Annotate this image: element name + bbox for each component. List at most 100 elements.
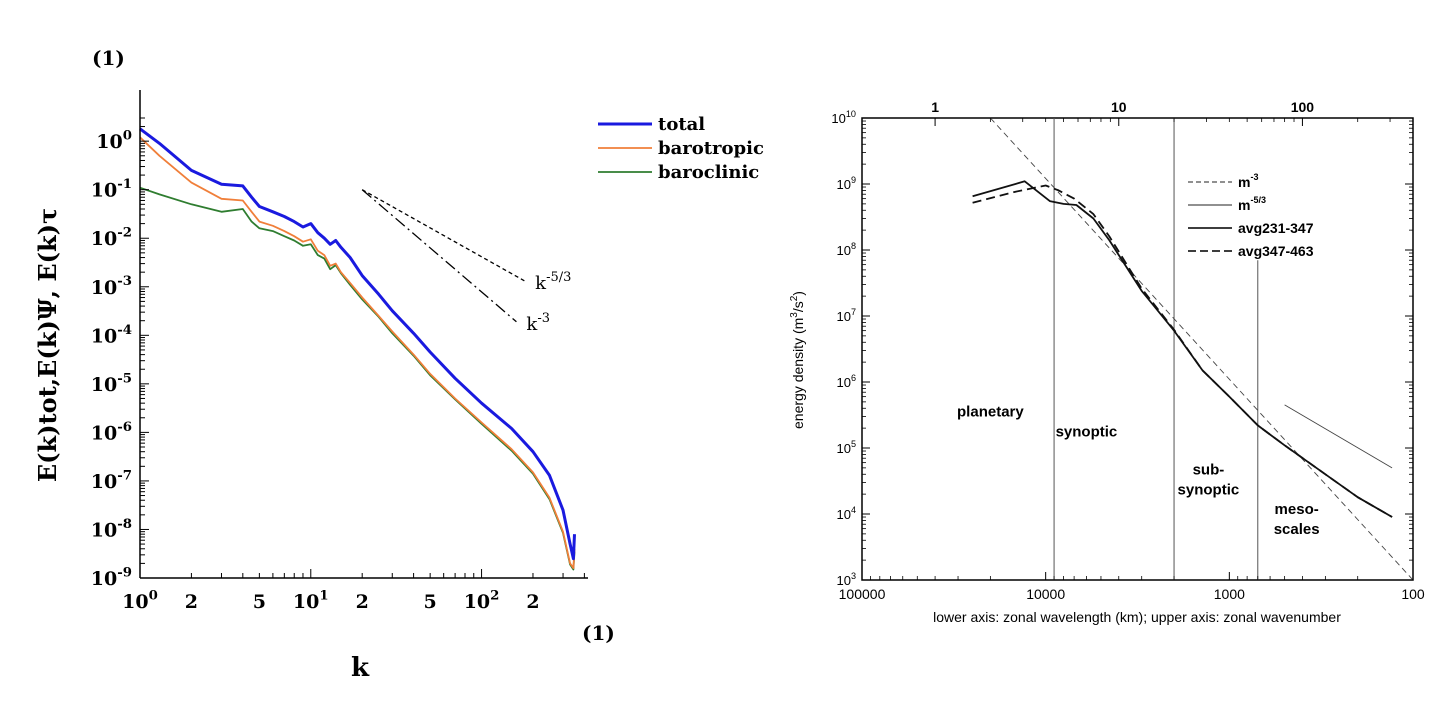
right-region-label-3: meso- [1275,501,1319,518]
left-y-tick-label-3: 10-3 [91,274,132,299]
left-y-tick-label-8-base: 10 [91,519,117,541]
right-y-tick-label-5-base: 10 [836,243,850,258]
left-y-tick-label-6: 10-6 [91,420,132,445]
left-y-tick-label-2-exp: -2 [117,226,132,241]
left-x-tick-label-0: 100 [122,588,158,613]
right-region-label-2: sub- [1193,461,1225,478]
right-y-tick-label-0-exp: 3 [851,571,856,581]
left-panel-label: (1) [92,46,125,70]
left-y-tick-label-5-exp: -5 [117,371,132,386]
right-y-tick-label-2-exp: 5 [851,439,856,449]
right-y-tick-label-0-base: 10 [836,573,850,588]
right-series-avg347-463 [972,184,1393,518]
right-legend-label-exp: -5/3 [1250,195,1266,205]
right-y-tick-label-3-exp: 6 [851,373,856,383]
left-ref-label-0: k-5/3 [535,270,571,294]
right-legend-label-2: avg231-347 [1238,220,1314,236]
right-legend-label-base: avg347-463 [1238,243,1314,259]
left-y-tick-label-2: 10-2 [91,226,132,251]
left-y-tick-label-6-base: 10 [91,422,117,444]
left-y-tick-label-6-exp: -6 [117,420,132,435]
right-region-label-1: synoptic [1056,423,1118,440]
right-y-tick-label-6-base: 10 [836,177,850,192]
left-y-tick-label-3-exp: -3 [117,274,132,289]
right-legend-label-base: avg231-347 [1238,220,1314,236]
left-ref-line-1 [361,189,517,323]
left-y-tick-label-2-base: 10 [91,228,117,250]
left-series-barotropic [139,136,576,569]
right-legend-label-base: m [1238,197,1250,213]
right-y-tick-label-2: 105 [836,439,856,456]
left-y-tick-label-7: 10-7 [91,468,132,493]
left-x-tick-label-6-base: 10 [464,591,490,613]
left-y-tick-label-0: 100 [96,129,132,154]
right-y-tick-label-6: 109 [836,175,856,192]
left-x-tick-label-3-base: 10 [293,591,319,613]
left-x-tick-label-1-base: 2 [185,591,198,613]
left-x-tick-label-4-base: 2 [356,591,369,613]
left-chart: (1) (1) k E(k)tot,E(k)Ψ, E(k)τ k-5/3k-3 … [33,46,764,683]
right-region-label-2: synoptic [1178,481,1240,498]
left-y-tick-label-4: 10-4 [91,323,132,348]
right-y-tick-label-4-exp: 7 [851,307,856,317]
right-y-tick-label-1: 104 [836,505,856,522]
right-y-tick-label-7: 1010 [831,109,856,126]
left-x-tick-label-3: 101 [293,588,329,613]
left-y-tick-label-5-base: 10 [91,374,117,396]
right-legend-label-exp: -3 [1250,172,1258,182]
right-y-tick-label-7-base: 10 [831,111,845,126]
left-y-tick-label-1-exp: -1 [117,177,132,192]
right-y-tick-label-1-exp: 4 [851,505,856,515]
left-x-tick-label-5: 5 [424,591,437,613]
left-y-tick-label-8-exp: -8 [117,517,132,532]
left-y-tick-label-5: 10-5 [91,371,132,396]
right-x-tick-label-3: 100 [1401,586,1425,602]
right-y-tick-label-0: 103 [836,571,856,588]
left-y-tick-label-1: 10-1 [91,177,132,202]
left-x-tick-label-7: 2 [526,591,539,613]
left-series-total [139,127,576,561]
right-y-tick-label-6-exp: 9 [851,175,856,185]
left-x-tick-label-5-base: 5 [424,591,437,613]
right-ref-line-1 [1284,404,1393,469]
left-y-tick-label-7-base: 10 [91,471,117,493]
right-x-tick-label-0: 100000 [839,586,886,602]
left-y-tick-label-8: 10-8 [91,517,132,542]
left-x-tick-label-3-exp: 1 [319,588,328,603]
right-y-axis-label: energy density (m3/s2) [789,291,806,429]
left-x-tick-label-4: 2 [356,591,369,613]
left-x-tick-label-0-base: 10 [122,591,148,613]
left-y-tick-label-9-base: 10 [91,568,117,590]
right-y-tick-label-5-exp: 8 [851,241,856,251]
left-x-tick-label-2: 5 [253,591,266,613]
left-x-tick-label-6: 102 [464,588,500,613]
right-plot-frame [861,117,1414,581]
right-y-tick-label-1-base: 10 [836,507,850,522]
left-ref-label-base: k [526,314,538,335]
right-y-tick-label-3: 106 [836,373,856,390]
right-top-tick-label-0: 1 [931,99,939,115]
left-series-baroclinic [139,186,576,571]
left-y-tick-label-4-base: 10 [91,325,117,347]
right-top-tick-label-2: 100 [1291,99,1315,115]
left-x-tick-label-0-exp: 0 [149,588,158,603]
right-y-tick-label-5: 108 [836,241,856,258]
right-y-tick-label-3-base: 10 [836,375,850,390]
left-y-tick-label-3-base: 10 [91,277,117,299]
left-y-tick-label-9-exp: -9 [117,565,132,580]
left-ref-line-0 [361,189,526,282]
left-y-tick-label-9: 10-9 [91,565,132,590]
right-x-tick-label-2: 1000 [1214,586,1245,602]
right-legend-label-1: m-5/3 [1238,195,1266,213]
right-series-avg231-347 [972,180,1393,518]
right-y-tick-label-4: 107 [836,307,856,324]
right-y-tick-label-2-base: 10 [836,441,850,456]
left-ref-label-exp: -5/3 [546,270,571,285]
right-region-label-3: scales [1274,521,1320,538]
left-y-tick-label-0-base: 10 [96,131,122,153]
left-corner-label: (1) [582,621,615,645]
left-x-tick-label-1: 2 [185,591,198,613]
right-ref-line-0 [990,117,1414,581]
